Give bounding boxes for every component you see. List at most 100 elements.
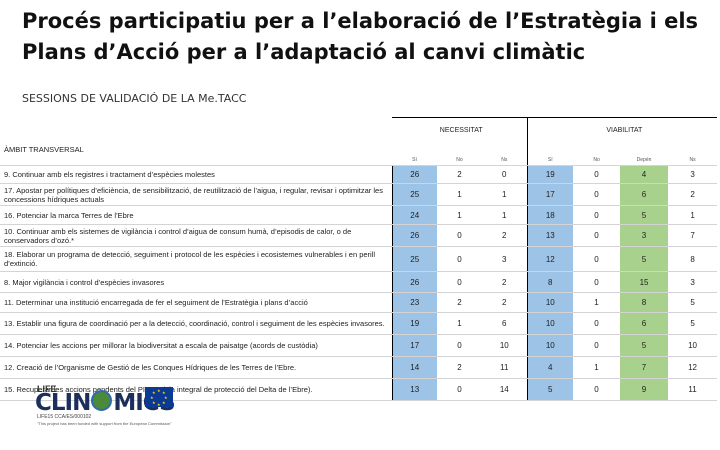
row-label: 14. Potenciar les accions per millorar l…	[0, 334, 392, 357]
viabilitat-depen-cell: 8	[620, 292, 669, 313]
viabilitat-si-cell: 17	[527, 183, 574, 206]
viabilitat-no-cell: 0	[573, 271, 621, 293]
necessitat-si-cell: 19	[391, 312, 437, 335]
row-label: 9. Continuar amb els registres i tractam…	[0, 165, 392, 184]
necessitat-no-cell: 0	[437, 224, 482, 247]
viabilitat-ns-cell: 5	[668, 292, 718, 313]
viabilitat-si-cell: 8	[527, 271, 574, 293]
viabilitat-no-cell: 0	[573, 378, 621, 401]
necessitat-si-cell: 25	[391, 246, 437, 272]
subheader-nec-si: Sí	[392, 156, 437, 166]
viabilitat-no-cell: 0	[573, 165, 621, 184]
subheader-nec-ns: Ns	[482, 156, 528, 166]
necessitat-ns-cell: 14	[482, 378, 528, 401]
viabilitat-no-cell: 1	[573, 356, 621, 379]
necessitat-ns-cell: 2	[482, 271, 528, 293]
necessitat-no-cell: 1	[437, 312, 482, 335]
viabilitat-ns-cell: 1	[668, 205, 718, 225]
row-label: 11. Determinar una institució encarregad…	[0, 292, 392, 313]
row-label: 16. Potenciar la marca Terres de l’Ebre	[0, 205, 392, 225]
table-row: 8. Major vigilància i control d’espècies…	[0, 271, 718, 293]
viabilitat-depen-cell: 5	[620, 334, 669, 357]
subheader-via-no: No	[573, 156, 621, 166]
viabilitat-si-cell: 19	[527, 165, 574, 184]
life-climatics-logo: LIFE CLIN MICS ★ ★ ★ ★ ★ ★ ★ ★ LIFE15 CCA…	[25, 384, 185, 434]
necessitat-no-cell: 2	[437, 165, 482, 184]
page-subtitle: SESSIONS DE VALIDACIÓ DE LA Me.TACC	[22, 92, 247, 105]
row-label: 18. Elaborar un programa de detecció, se…	[0, 246, 392, 272]
viabilitat-depen-cell: 4	[620, 165, 669, 184]
necessitat-ns-cell: 1	[482, 183, 528, 206]
viabilitat-depen-cell: 7	[620, 356, 669, 379]
globe-icon	[91, 390, 113, 411]
necessitat-si-cell: 24	[391, 205, 437, 225]
necessitat-ns-cell: 11	[482, 356, 528, 379]
subheader-via-depen: Depèn	[620, 156, 669, 166]
necessitat-si-cell: 26	[391, 165, 437, 184]
table-row: 17. Apostar per polítiques d’eficiència,…	[0, 183, 718, 206]
viabilitat-si-cell: 18	[527, 205, 574, 225]
viabilitat-si-cell: 13	[527, 224, 574, 247]
viabilitat-ns-cell: 12	[668, 356, 718, 379]
necessitat-ns-cell: 2	[482, 224, 528, 247]
table-row: 13. Establir una figura de coordinació p…	[0, 312, 718, 335]
viabilitat-ns-cell: 2	[668, 183, 718, 206]
logo-project-code: LIFE15 CCA/ES/000102	[37, 414, 92, 420]
viabilitat-no-cell: 0	[573, 224, 621, 247]
viabilitat-ns-cell: 7	[668, 224, 718, 247]
viabilitat-si-cell: 10	[527, 312, 574, 335]
viabilitat-si-cell: 10	[527, 292, 574, 313]
table-row: 18. Elaborar un programa de detecció, se…	[0, 246, 718, 272]
viabilitat-depen-cell: 5	[620, 246, 669, 272]
necessitat-no-cell: 1	[437, 205, 482, 225]
necessitat-no-cell: 1	[437, 183, 482, 206]
logo-funding-note: "This project has been funded with suppo…	[37, 421, 172, 426]
viabilitat-depen-cell: 9	[620, 378, 669, 401]
logo-name: CLIN MICS	[35, 390, 176, 416]
subheader-nec-no: No	[437, 156, 482, 166]
necessitat-si-cell: 23	[391, 292, 437, 313]
viabilitat-si-cell: 10	[527, 334, 574, 357]
necessitat-si-cell: 26	[391, 271, 437, 293]
viabilitat-depen-cell: 15	[620, 271, 669, 293]
table-row: 9. Continuar amb els registres i tractam…	[0, 165, 718, 184]
viabilitat-no-cell: 0	[573, 205, 621, 225]
viabilitat-no-cell: 0	[573, 246, 621, 272]
viabilitat-si-cell: 5	[527, 378, 574, 401]
viabilitat-depen-cell: 3	[620, 224, 669, 247]
necessitat-header: NECESSITAT	[392, 117, 528, 156]
subheader-via-ns: Ns	[668, 156, 718, 166]
necessitat-no-cell: 0	[437, 378, 482, 401]
viabilitat-ns-cell: 10	[668, 334, 718, 357]
viabilitat-no-cell: 0	[573, 183, 621, 206]
viabilitat-header: VIABILITAT	[527, 117, 718, 156]
viabilitat-depen-cell: 6	[620, 312, 669, 335]
table-row: 10. Continuar amb els sistemes de vigilà…	[0, 224, 718, 247]
viabilitat-ns-cell: 3	[668, 165, 718, 184]
necessitat-si-cell: 25	[391, 183, 437, 206]
ambit-header: ÀMBIT TRANSVERSAL	[4, 145, 84, 154]
row-label: 12. Creació de l’Organisme de Gestió de …	[0, 356, 392, 379]
viabilitat-si-cell: 4	[527, 356, 574, 379]
necessitat-si-cell: 13	[391, 378, 437, 401]
necessitat-ns-cell: 1	[482, 205, 528, 225]
row-label: 8. Major vigilància i control d’espècies…	[0, 271, 392, 293]
viabilitat-ns-cell: 8	[668, 246, 718, 272]
necessitat-no-cell: 0	[437, 246, 482, 272]
logo-life-text: LIFE	[37, 384, 57, 394]
viabilitat-ns-cell: 3	[668, 271, 718, 293]
viabilitat-no-cell: 0	[573, 312, 621, 335]
table-row: 16. Potenciar la marca Terres de l’Ebre 2…	[0, 205, 718, 225]
viabilitat-ns-cell: 11	[668, 378, 718, 401]
necessitat-ns-cell: 2	[482, 292, 528, 313]
table-row: 11. Determinar una institució encarregad…	[0, 292, 718, 313]
subheader-via-si: Sí	[527, 156, 574, 166]
viabilitat-no-cell: 0	[573, 334, 621, 357]
necessitat-ns-cell: 0	[482, 165, 528, 184]
viabilitat-ns-cell: 5	[668, 312, 718, 335]
necessitat-si-cell: 26	[391, 224, 437, 247]
validation-table: ÀMBIT TRANSVERSAL NECESSITAT VIABILITAT …	[0, 117, 718, 401]
necessitat-ns-cell: 6	[482, 312, 528, 335]
row-label: 13. Establir una figura de coordinació p…	[0, 312, 392, 335]
necessitat-no-cell: 0	[437, 271, 482, 293]
